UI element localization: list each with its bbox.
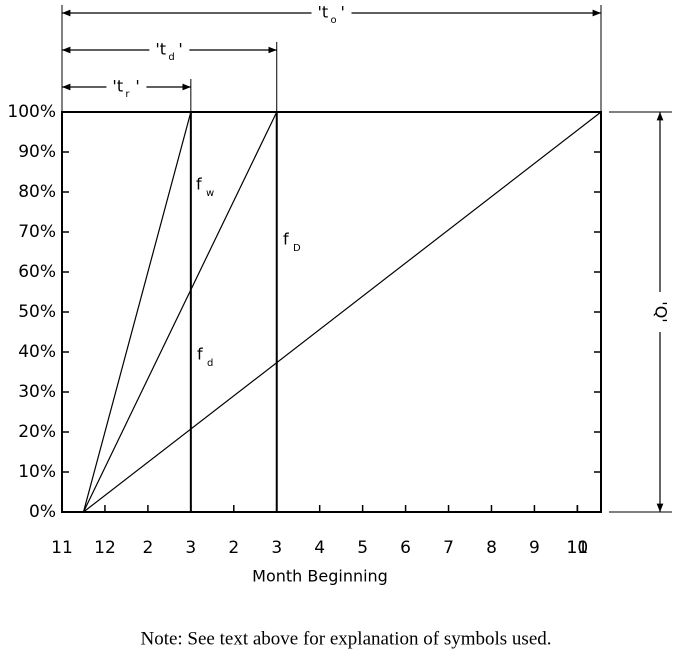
annotation: f [283, 230, 289, 249]
y-tick-label: 100% [7, 102, 56, 122]
y-tick-label: 20% [18, 422, 56, 442]
label-bg [313, 3, 350, 23]
dimension-sub: r [125, 89, 130, 100]
y-tick-label: 80% [18, 182, 56, 202]
line [82, 111, 278, 513]
x-tick-label: 9 [529, 538, 540, 558]
y-tick-label: 10% [18, 462, 56, 482]
x-tick-label: 6 [400, 538, 411, 558]
y-tick-label: 0% [29, 502, 56, 522]
x-tick-label: 3 [271, 538, 282, 558]
x-axis-label: Month Beginning [252, 567, 388, 586]
y-tick-label: 40% [18, 342, 56, 362]
annotation: f [197, 345, 203, 364]
dimension-label: 't [112, 77, 123, 96]
annotation-sub: d [207, 358, 213, 369]
x-tick-label: 5 [357, 538, 368, 558]
x-tick-label: 7 [443, 538, 454, 558]
label-bg [151, 40, 188, 60]
y-tick-label: 70% [18, 222, 56, 242]
annotation: f [196, 175, 202, 194]
x-tick-label: 3 [185, 538, 196, 558]
dimension-label: ' [341, 3, 345, 22]
dimension-label: 't [155, 40, 166, 59]
note: Note: See text above for explanation of … [140, 628, 551, 649]
dimension-label: ' [178, 40, 182, 59]
dimension-sub: d [168, 52, 174, 63]
line [82, 111, 192, 513]
y-tick-label: 30% [18, 382, 56, 402]
x-tick-label: 8 [486, 538, 497, 558]
x-tick-label: 2 [228, 538, 239, 558]
dimension-label: 't [318, 3, 329, 22]
dimension-label: ' [135, 77, 139, 96]
x-tick-label: 4 [314, 538, 325, 558]
x-tick-label: 11 [51, 538, 73, 558]
x-tick-label: 10 [567, 538, 589, 558]
x-tick-label: 2 [142, 538, 153, 558]
y-tick-label: 90% [18, 142, 56, 162]
plot-frame [61, 111, 602, 513]
annotation-sub: D [293, 243, 301, 254]
y-tick-label: 60% [18, 262, 56, 282]
label-bg [108, 77, 145, 97]
y-tick-label: 50% [18, 302, 56, 322]
annotation-sub: w [206, 188, 214, 199]
dimension-sub: o [331, 15, 337, 26]
x-tick-label: 11 [567, 538, 589, 558]
dimension-label: 'Q' [652, 301, 671, 322]
line [83, 111, 602, 513]
x-tick-label: 12 [94, 538, 116, 558]
